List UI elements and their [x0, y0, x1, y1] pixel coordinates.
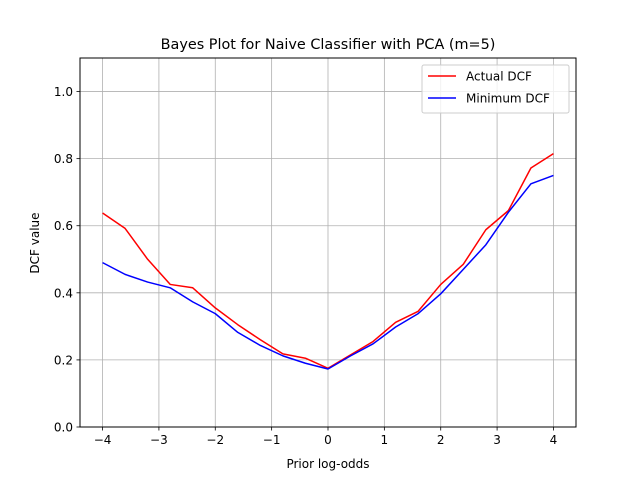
x-tick-label: 0	[324, 433, 332, 447]
x-tick-label: −3	[150, 433, 168, 447]
legend-label-minimum-dcf: Minimum DCF	[466, 92, 550, 106]
x-tick-label: −1	[263, 433, 281, 447]
x-tick-label: 3	[493, 433, 501, 447]
y-tick-label: 0.2	[54, 353, 73, 367]
x-tick-label: 4	[550, 433, 558, 447]
legend: Actual DCF Minimum DCF	[421, 64, 570, 114]
series-lines	[102, 152, 554, 370]
x-tick-label: 1	[381, 433, 389, 447]
y-tick-label: 0.8	[54, 152, 73, 166]
x-tick-label: −2	[206, 433, 224, 447]
legend-box	[421, 64, 570, 114]
chart-title: Bayes Plot for Naive Classifier with PCA…	[161, 37, 496, 53]
series-line-minimum-dcf	[102, 174, 554, 370]
legend-label-actual-dcf: Actual DCF	[466, 70, 532, 84]
x-tick-label: −4	[94, 433, 112, 447]
axes: −4 −3 −2 −1 0 1 2 3 4 0.0 0.2 0.4 0.6 0.8 1.0	[54, 85, 557, 447]
y-tick-label: 0.4	[54, 286, 73, 300]
y-tick-label: 0.6	[54, 219, 73, 233]
y-tick-label: 0.0	[54, 421, 73, 435]
x-tick-label: 2	[437, 433, 445, 447]
y-axis-label: DCF value	[28, 212, 42, 273]
x-axis-label: Prior log-odds	[286, 457, 369, 471]
y-tick-label: 1.0	[54, 85, 73, 99]
